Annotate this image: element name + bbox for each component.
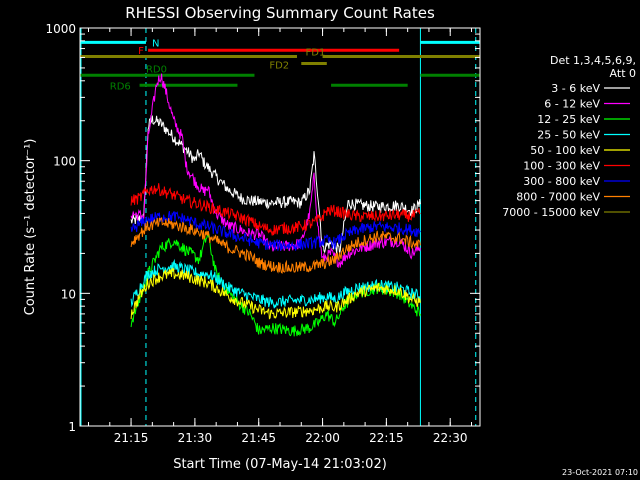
state-bar-label-rd6: RD6 — [110, 81, 131, 92]
y-tick-label-100: 100 — [53, 155, 76, 169]
timestamp: 23-Oct-2021 07:10 — [562, 468, 638, 477]
legend-label-7000-15000-kev: 7000 - 15000 keV — [502, 206, 600, 219]
legend-label-3-6-kev: 3 - 6 keV — [551, 82, 600, 95]
y-axis-label: Count Rate (s⁻¹ detector⁻¹) — [23, 139, 38, 316]
series-line-25-50-kev — [130, 258, 421, 309]
series-line-12-25-kev — [130, 232, 421, 337]
series-line-50-100-kev — [130, 266, 421, 320]
x-tick-label-22-15: 22:15 — [369, 431, 404, 445]
legend-header-1: Att 0 — [610, 67, 636, 80]
legend-label-25-50-kev: 25 - 50 keV — [537, 129, 600, 142]
legend-label-800-7000-kev: 800 - 7000 keV — [516, 191, 600, 204]
x-tick-label-21-30: 21:30 — [178, 431, 213, 445]
legend-header-0: Det 1,3,4,5,6,9, — [550, 54, 636, 67]
x-axis-label: Start Time (07-May-14 21:03:02) — [173, 457, 387, 472]
x-tick-label-21-15: 21:15 — [114, 431, 149, 445]
axes: 21:15 21:30 21:45 22:00 22:15 22:30 1 10 100 1000 — [45, 22, 480, 445]
state-bar-label-f: F — [138, 46, 144, 57]
state-bar-label-n: N — [152, 38, 159, 49]
series-line-300-800-kev — [130, 210, 421, 251]
series-line-800-7000-kev — [130, 217, 421, 274]
x-tick-label-22-00: 22:00 — [305, 431, 340, 445]
legend-label-12-25-kev: 12 - 25 keV — [537, 113, 600, 126]
y-tick-label-1000: 1000 — [45, 22, 76, 36]
series-lines — [130, 73, 421, 337]
state-bar-label-fd1: FD1 — [306, 47, 326, 58]
state-bars: NF FD1 FD2 RD0 RD6 — [80, 38, 480, 92]
series-line-100-300-kev — [130, 183, 421, 236]
x-tick-label-22-30: 22:30 — [433, 431, 468, 445]
series-line-3-6-kev — [130, 115, 421, 254]
state-bar-label-rd0: RD0 — [146, 64, 167, 75]
y-tick-label-1: 1 — [68, 420, 76, 434]
legend-label-300-800-kev: 300 - 800 keV — [523, 175, 600, 188]
legend: Det 1,3,4,5,6,9,Att 0 3 - 6 keV 6 - 12 keV… — [502, 54, 636, 219]
state-bar-label-fd2: FD2 — [269, 61, 289, 72]
legend-label-100-300-kev: 100 - 300 keV — [523, 160, 600, 173]
y-tick-label-10: 10 — [61, 287, 76, 301]
x-tick-label-21-45: 21:45 — [241, 431, 276, 445]
series-line-6-12-kev — [130, 73, 421, 269]
legend-label-6-12-kev: 6 - 12 keV — [544, 98, 600, 111]
legend-label-50-100-kev: 50 - 100 keV — [530, 144, 600, 157]
chart-title: RHESSI Observing Summary Count Rates — [125, 4, 435, 22]
